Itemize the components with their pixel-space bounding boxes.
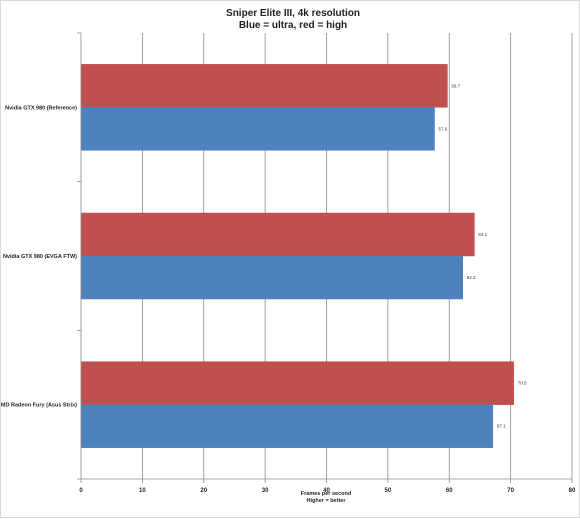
- data-label: 57.6: [439, 126, 448, 131]
- data-label: 62.2: [467, 275, 476, 280]
- category-label: AMD Radeon Fury (Asus Strix): [1, 403, 77, 409]
- bar-high: [80, 212, 475, 257]
- category-label: Nvidia GTX 980 (EVGA FTW): [3, 254, 77, 260]
- data-label: 70.5: [518, 381, 527, 386]
- bar-high: [80, 64, 448, 108]
- data-label: 67.1: [497, 424, 506, 429]
- axes: [77, 32, 573, 483]
- x-axis-label-line-2: Higher = better: [307, 498, 347, 504]
- x-tick-label: 50: [385, 488, 392, 494]
- x-tick-label: 40: [323, 488, 330, 494]
- chart-subtitle: Blue = ultra, red = high: [239, 20, 347, 31]
- x-tick-label: 70: [507, 488, 514, 494]
- x-axis-label-line-1: Frames per second: [301, 491, 351, 497]
- data-label: 59.7: [451, 83, 460, 88]
- bar-high: [80, 361, 514, 405]
- x-tick-label: 20: [200, 488, 207, 494]
- x-tick-label: 30: [262, 488, 269, 494]
- labels: 0 10 20 30 40 50 60 70 80 Nvidia GTX 980 (Referen…: [1, 83, 576, 494]
- bar-ultra: [80, 255, 464, 300]
- bars: [80, 64, 514, 448]
- x-tick-label: 60: [446, 488, 453, 494]
- x-tick-label: 80: [569, 488, 576, 494]
- category-label: Nvidia GTX 980 (Reference): [5, 105, 77, 111]
- x-tick-label: 0: [79, 488, 83, 494]
- bar-ultra: [80, 107, 435, 151]
- bar-ultra: [80, 404, 494, 448]
- chart-title: Sniper Elite III, 4k resolution: [226, 8, 360, 19]
- data-label: 64.1: [478, 232, 487, 237]
- x-tick-label: 10: [139, 488, 146, 494]
